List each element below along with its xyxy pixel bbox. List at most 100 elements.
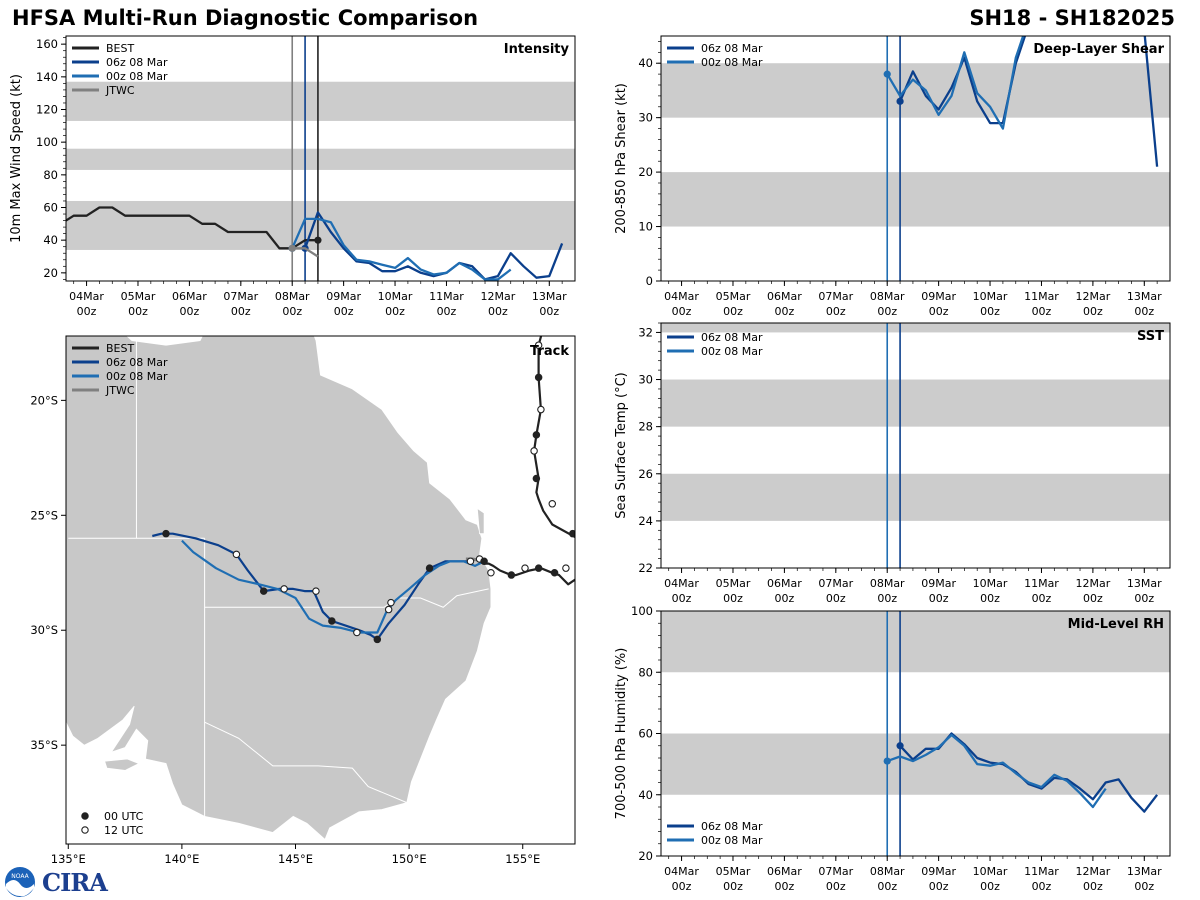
track-marker: [537, 405, 545, 414]
shear-xtick-label: 11Mar: [1024, 290, 1059, 303]
track-marker-legend-label: 12 UTC: [104, 824, 144, 837]
rh-series-line: [886, 733, 1107, 809]
sst-xtick-label: 00z: [877, 592, 897, 605]
rh-legend-label: 06z 08 Mar: [701, 820, 763, 833]
shear-ytick-label: 30: [638, 111, 653, 125]
shear-panel: 0 10 20 30 40 04Mar 00z 05Mar 00z 06Mar 00z 07Mar 00…: [614, 35, 1171, 318]
rh-xtick-label: 09Mar: [921, 865, 956, 878]
noaa-badge-text: NOAA: [11, 873, 29, 880]
track-marker: [162, 529, 170, 538]
shear-xtick-label: 00z: [723, 305, 743, 318]
rh-xtick-label: 00z: [980, 880, 1000, 893]
rh-ytick-label: 100: [631, 604, 653, 618]
rh-xtick-label: 12Mar: [1075, 865, 1110, 878]
intensity-band: [66, 81, 575, 121]
kangaroo-island: [104, 758, 140, 771]
shear-xtick-label: 10Mar: [973, 290, 1008, 303]
track-marker: [387, 598, 395, 607]
sst-xtick-label: 00z: [672, 592, 692, 605]
track-map-area: [66, 336, 575, 841]
intensity-xtick-label: 00z: [128, 305, 148, 318]
shear-band: [661, 63, 1170, 118]
sst-xtick-label: 06Mar: [767, 577, 802, 590]
track-ytick-label: 20°S: [30, 393, 58, 407]
rh-xtick-label: 10Mar: [973, 865, 1008, 878]
sst-xtick-label: 00z: [980, 592, 1000, 605]
track-marker: [530, 447, 538, 455]
track-marker: [259, 587, 268, 595]
intensity-band: [66, 148, 575, 170]
intensity-xtick-label: 13Mar: [532, 290, 567, 303]
intensity-xtick-label: 00z: [180, 305, 200, 318]
shear-xtick-label: 00z: [980, 305, 1000, 318]
track-marker: [328, 617, 336, 625]
sst-ytick-label: 26: [638, 467, 653, 481]
rh-xtick-label: 00z: [826, 880, 846, 893]
intensity-ytick-label: 80: [43, 168, 58, 182]
intensity-panel: 20 40 60 80 100 120 140 160 04Mar 00z 05Mar 00z 06Ma…: [9, 35, 576, 318]
rh-panel: 20 40 60 80 100 04Mar 00z 05Mar 00z 06Mar 00z 07Mar…: [614, 604, 1171, 893]
track-xtick-label: 155°E: [505, 852, 540, 866]
shear-xtick-label: 09Mar: [921, 290, 956, 303]
track-xtick-label: 135°E: [51, 852, 86, 866]
rh-xtick-label: 00z: [723, 880, 743, 893]
shear-xtick-label: 00z: [775, 305, 795, 318]
noaa-logo-icon: NOAA: [5, 867, 35, 897]
shear-series-line: [886, 36, 1025, 130]
sst-ytick-label: 30: [638, 373, 653, 387]
intensity-ytick-label: 40: [43, 233, 58, 247]
sst-xtick-label: 09Mar: [921, 577, 956, 590]
sst-xtick-label: 00z: [826, 592, 846, 605]
shear-title: Deep-Layer Shear: [1033, 42, 1164, 57]
rh-ytick-label: 40: [638, 788, 653, 802]
sst-xtick-label: 12Mar: [1075, 577, 1110, 590]
rh-title: Mid-Level RH: [1068, 617, 1164, 632]
shear-xtick-label: 06Mar: [767, 290, 802, 303]
track-marker: [534, 373, 543, 382]
sst-xtick-label: 00z: [1134, 592, 1154, 605]
rh-series-marker: [883, 757, 891, 765]
track-xtick-label: 140°E: [164, 852, 199, 866]
shear-ytick-label: 40: [638, 56, 653, 70]
track-marker: [466, 557, 475, 566]
track-ytick-label: 30°S: [30, 623, 58, 637]
shear-xtick-label: 00z: [1134, 305, 1154, 318]
rh-legend-label: 00z 08 Mar: [701, 834, 763, 847]
sst-xtick-label: 11Mar: [1024, 577, 1059, 590]
intensity-series-marker: [288, 244, 296, 252]
shear-series-line: [899, 36, 1159, 167]
sst-xtick-label: 00z: [1083, 592, 1103, 605]
rh-xtick-label: 05Mar: [716, 865, 751, 878]
rh-ytick-label: 60: [638, 727, 653, 741]
sst-xtick-label: 07Mar: [818, 577, 853, 590]
shear-ylabel: 200-850 hPa Shear (kt): [614, 83, 629, 234]
track-marker: [534, 341, 543, 349]
intensity-ytick-label: 100: [36, 135, 58, 149]
shear-legend-label: 00z 08 Mar: [701, 56, 763, 69]
intensity-xtick-label: 00z: [231, 305, 251, 318]
intensity-series-line: [292, 247, 319, 258]
rh-ylabel: 700-500 hPa Humidity (%): [614, 648, 629, 820]
track-marker: [562, 564, 570, 572]
intensity-xtick-label: 05Mar: [121, 290, 156, 303]
intensity-legend-label: 00z 08 Mar: [106, 70, 168, 83]
track-legend-label: JTWC: [105, 384, 135, 397]
track-xtick-label: 150°E: [392, 852, 427, 866]
track-marker: [312, 587, 320, 595]
sst-xtick-label: 00z: [1032, 592, 1052, 605]
sst-band: [661, 473, 1170, 521]
sst-ytick-label: 24: [638, 514, 653, 528]
intensity-series-line: [304, 211, 564, 281]
track-legend-label: BEST: [106, 342, 134, 355]
track-marker: [568, 529, 575, 538]
intensity-xtick-label: 07Mar: [223, 290, 258, 303]
track-legend-label: 00z 08 Mar: [106, 370, 168, 383]
track-marker: [532, 474, 541, 483]
intensity-xtick-label: 00z: [539, 305, 559, 318]
shear-ytick-label: 10: [638, 220, 653, 234]
rh-xtick-label: 00z: [1032, 880, 1052, 893]
track-frame: [65, 335, 576, 845]
shear-frame: [660, 35, 1171, 282]
storm-id: SH18 - SH182025: [969, 6, 1175, 30]
intensity-xtick-label: 00z: [385, 305, 405, 318]
